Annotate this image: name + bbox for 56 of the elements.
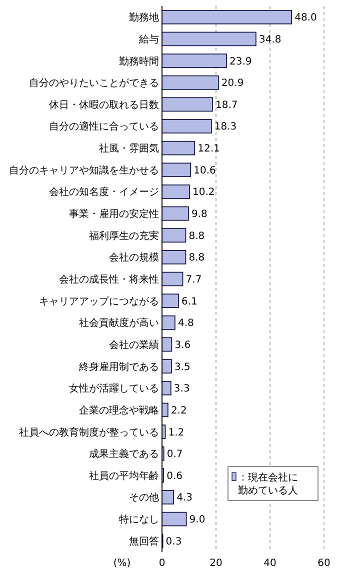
y-tick-label: 福利厚生の充実 (89, 230, 159, 242)
data-label: 4.8 (178, 318, 194, 330)
y-tick-label: 社員の平均年齢 (89, 470, 159, 482)
x-tick-label: 40 (264, 558, 276, 569)
y-tick-label: 会社の成長性・将来性 (59, 274, 159, 286)
data-label: 34.8 (258, 34, 282, 46)
y-tick-label: 自分のやりたいことができる (29, 77, 159, 90)
data-label: 1.2 (168, 427, 184, 438)
data-label: 3.3 (174, 384, 190, 395)
y-tick-label: 勤務地 (129, 12, 159, 24)
y-tick-label: 成果主義である (89, 448, 159, 460)
legend-label: ：現在会社に勤めている人 (238, 472, 298, 497)
y-tick-label: 自分の適性に合っている (49, 120, 159, 133)
y-tick-label: 無回答 (129, 535, 159, 548)
y-tick-label: 社風・雰囲気 (99, 142, 159, 155)
data-label: 20.9 (221, 78, 244, 90)
data-label: 3.6 (174, 340, 191, 351)
y-tick-label: 終身雇用制である (78, 360, 159, 373)
y-tick-label: 企業の理念や戦略 (79, 404, 159, 416)
x-tick-label: 20 (210, 558, 222, 569)
y-tick-label: その他 (129, 492, 159, 504)
y-tick-label: キャリアアップにつながる (39, 295, 159, 308)
y-tick-label: 給与 (138, 33, 159, 46)
data-label: 4.3 (176, 492, 193, 504)
data-label: 6.1 (181, 296, 198, 308)
data-label: 2.2 (170, 405, 187, 416)
x-tick-label: 60 (318, 558, 330, 569)
y-tick-label: 勤務時間 (119, 55, 159, 68)
y-tick-label: 社員への教育制度が整っている (19, 426, 159, 438)
data-label: 0.6 (166, 470, 183, 482)
data-label: 9.0 (189, 514, 206, 526)
y-tick-label: 会社の規模 (109, 252, 159, 264)
data-label: 9.8 (191, 209, 208, 220)
y-tick-label: 自分のキャリアや知識を生かせる (9, 164, 159, 176)
data-label: 3.5 (174, 362, 190, 373)
data-label: 8.8 (188, 252, 205, 264)
y-tick-label: 女性が活躍している (69, 382, 159, 395)
y-tick-label: 会社の知名度・イメージ (49, 186, 159, 198)
y-tick-label: 会社の業績 (109, 338, 159, 351)
data-label: 48.0 (294, 12, 317, 24)
data-label: 10.2 (192, 187, 215, 198)
data-label: 10.6 (194, 165, 216, 176)
y-tick-label: 社会貢献度が高い (79, 317, 159, 330)
y-tick-label: 事業・雇用の安定性 (69, 208, 159, 220)
data-label: 12.1 (198, 144, 220, 155)
y-tick-label: 休日・休暇の取れる日数 (49, 100, 159, 111)
data-label: 8.8 (188, 230, 205, 242)
y-tick-label: 特になし (119, 514, 159, 526)
data-label: 18.7 (215, 100, 238, 111)
data-label: 0.7 (166, 449, 183, 460)
data-label: 0.3 (166, 536, 182, 548)
data-label: 18.3 (214, 122, 237, 133)
data-label: 7.7 (186, 274, 202, 286)
x-tick-label: 0 (158, 558, 166, 569)
x-axis-title: (%) (113, 558, 131, 569)
data-label: 23.9 (230, 56, 252, 68)
